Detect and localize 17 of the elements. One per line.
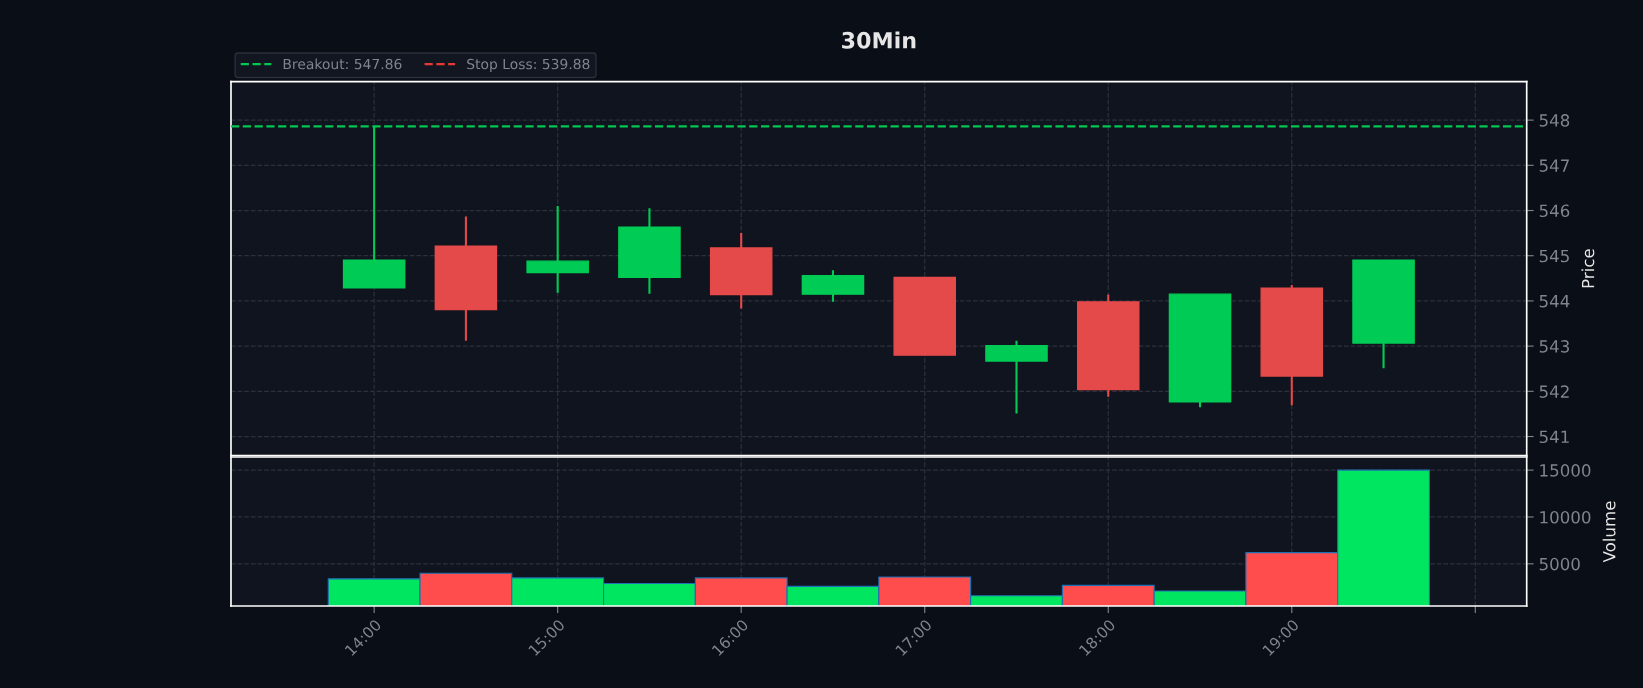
y-tick-label: 544 bbox=[1539, 295, 1570, 308]
text: Stop Loss: 539.88 bbox=[467, 58, 590, 72]
y-axis-title: Price bbox=[1581, 249, 1595, 288]
y-tick-label: 10000 bbox=[1540, 510, 1591, 524]
y-axis-title: Volume bbox=[1602, 501, 1616, 563]
y-tick-label: 547 bbox=[1539, 159, 1569, 172]
y-tick-label: 542 bbox=[1539, 385, 1569, 398]
y-tick-label: 541 bbox=[1539, 430, 1569, 444]
y-tick-label: 543 bbox=[1539, 340, 1569, 353]
y-tick-label: 545 bbox=[1539, 249, 1569, 263]
y-tick-label: 546 bbox=[1539, 204, 1570, 218]
legend-label: Breakout: 547.86 bbox=[283, 58, 402, 70]
y-tick-label: 15000 bbox=[1540, 464, 1591, 477]
y-tick-label: 548 bbox=[1539, 114, 1570, 127]
candlestick bbox=[526, 204, 589, 294]
chart-title: 30Min bbox=[842, 31, 916, 49]
y-tick-label: 5000 bbox=[1539, 557, 1580, 571]
